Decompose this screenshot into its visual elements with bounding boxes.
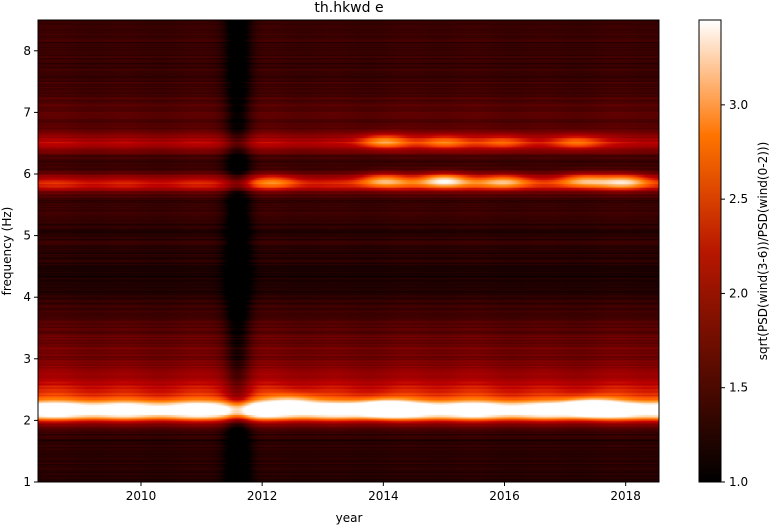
x-axis: 2010 2012 2014 2016 2018 [126,482,641,503]
y-axis: 1 2 3 4 5 6 7 8 [23,44,38,489]
colorbar-frame [698,19,722,483]
x-tick-label: 2010 [126,489,157,503]
y-tick-label: 4 [23,290,31,304]
colorbar-tick-label: 3.0 [729,98,748,112]
y-tick-label: 8 [23,44,31,58]
colorbar-tick-label: 1.5 [729,381,748,395]
colorbar: 1.0 1.5 2.0 2.5 3.0 [698,19,748,489]
chart-title: th.hkwd e [314,0,383,16]
colorbar-tick-label: 2.0 [729,286,748,300]
colorbar-label: sqrt(PSD(wind(3-6))/PSD(wind(0-2))) [756,142,770,361]
plot-frame [37,19,660,483]
colorbar-tick-label: 1.0 [729,475,748,489]
x-tick-label: 2018 [610,489,641,503]
x-tick-label: 2014 [368,489,399,503]
y-tick-label: 3 [23,352,31,366]
y-tick-label: 1 [23,475,31,489]
colorbar-ticks: 1.0 1.5 2.0 2.5 3.0 [721,98,748,489]
y-axis-label: frequency (Hz) [0,207,14,296]
x-tick-label: 2012 [247,489,278,503]
y-tick-label: 2 [23,413,31,427]
plot-area [37,19,660,483]
y-tick-label: 6 [23,167,31,181]
x-tick-label: 2016 [489,489,520,503]
x-axis-label: year [336,511,363,525]
y-tick-label: 5 [23,229,31,243]
colorbar-tick-label: 2.5 [729,192,748,206]
heatmap-image [38,20,659,482]
colorbar-gradient [699,20,721,482]
y-tick-label: 7 [23,105,31,119]
